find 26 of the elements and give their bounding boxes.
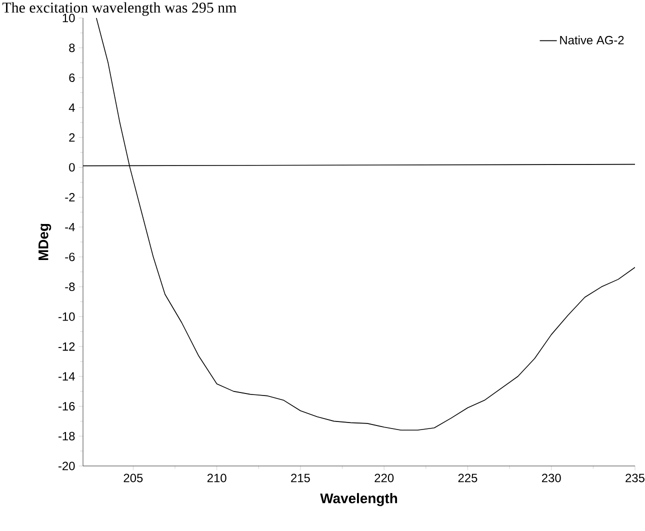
y-tick-label: -10: [58, 312, 75, 321]
legend-label: Native AG-2: [560, 36, 624, 44]
y-tick-label: -16: [58, 402, 75, 410]
x-tick-label: 210: [207, 474, 226, 482]
y-tick-label: 2: [69, 133, 75, 142]
y-axis-title: MDeg: [38, 224, 52, 260]
x-tick-label: 230: [542, 474, 561, 482]
x-axis-title: Wavelength: [320, 493, 398, 506]
y-tick-label: -4: [65, 222, 75, 232]
y-tick-label: 0: [69, 163, 75, 172]
y-tick-label: -18: [58, 432, 75, 440]
x-tick-label: 225: [458, 474, 478, 482]
y-tick-label: 10: [62, 14, 75, 22]
x-tick-label: 205: [124, 474, 143, 482]
y-tick-label: 6: [69, 73, 75, 82]
x-tick-label: 220: [374, 474, 394, 482]
y-tick-label: -6: [65, 252, 75, 262]
y-tick-label: -8: [65, 282, 75, 292]
y-tick-label: 8: [69, 44, 75, 52]
x-tick-label: 235: [626, 474, 644, 482]
y-tick-label: -2: [65, 193, 75, 202]
y-tick-label: -12: [58, 342, 75, 351]
x-tick-label: 215: [291, 474, 310, 482]
y-tick-label: -20: [58, 462, 75, 470]
y-tick-label: 4: [68, 103, 75, 112]
y-tick-label: -14: [58, 372, 75, 380]
